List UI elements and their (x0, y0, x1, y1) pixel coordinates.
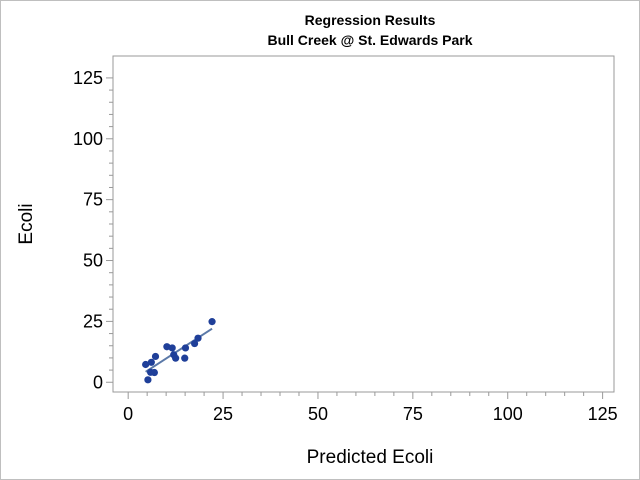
y-axis-label: Ecoli (16, 203, 37, 244)
data-point (168, 344, 176, 352)
data-point (147, 358, 155, 366)
x-tick-label: 125 (588, 404, 618, 424)
y-tick-label: 75 (83, 190, 103, 210)
data-point (142, 360, 150, 369)
axes: 0 25 50 75 100 125 0 25 50 75 100 125 (73, 68, 618, 424)
y-tick-label: 50 (83, 251, 103, 271)
data-point (172, 354, 180, 362)
y-tick-label: 125 (73, 68, 103, 88)
data-point (181, 354, 189, 362)
y-tick-label: 0 (93, 372, 103, 392)
data-point (151, 352, 160, 361)
plot-area (112, 55, 615, 393)
data-point (144, 376, 152, 384)
chart-title: Regression Results (305, 12, 436, 28)
x-tick-label: 75 (403, 404, 423, 424)
chart-subtitle: Bull Creek @ St. Edwards Park (267, 32, 472, 48)
x-axis-label: Predicted Ecoli (307, 447, 434, 468)
data-point (194, 334, 202, 342)
x-tick-label: 50 (308, 404, 328, 424)
data-points (142, 318, 216, 384)
x-tick-label: 0 (123, 404, 133, 424)
y-tick-label: 100 (73, 129, 103, 149)
fit-line-layer (145, 327, 213, 373)
x-tick-label: 25 (213, 404, 233, 424)
y-tick-label: 25 (83, 311, 103, 331)
data-point (208, 318, 216, 326)
x-tick-label: 100 (493, 404, 523, 424)
regression-fit-line (145, 327, 213, 373)
data-point (150, 368, 158, 377)
data-point (181, 344, 190, 352)
data-point (191, 339, 199, 348)
